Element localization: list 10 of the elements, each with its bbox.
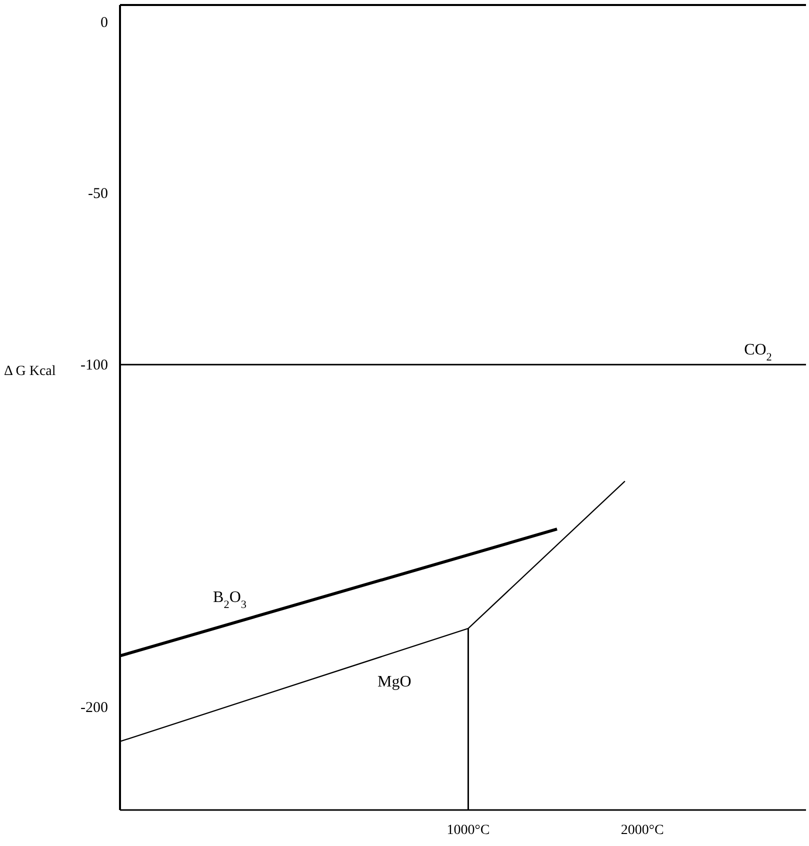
y-tick-label: -200 [80,700,108,716]
y-tick-label: -50 [88,186,108,202]
y-tick-label: 0 [100,14,108,31]
series-label: B$_{2}$O$_{3}$ [213,589,247,612]
y-axis-title: Δ G Kcal [4,364,56,379]
x-tick-label: 2000°C [620,823,664,838]
series-label: CO$_{2}$ [744,342,772,364]
y-tick-label: -100 [80,357,108,374]
series-label: MgO [378,673,412,690]
x-tick-label: 1000°C [446,823,490,838]
